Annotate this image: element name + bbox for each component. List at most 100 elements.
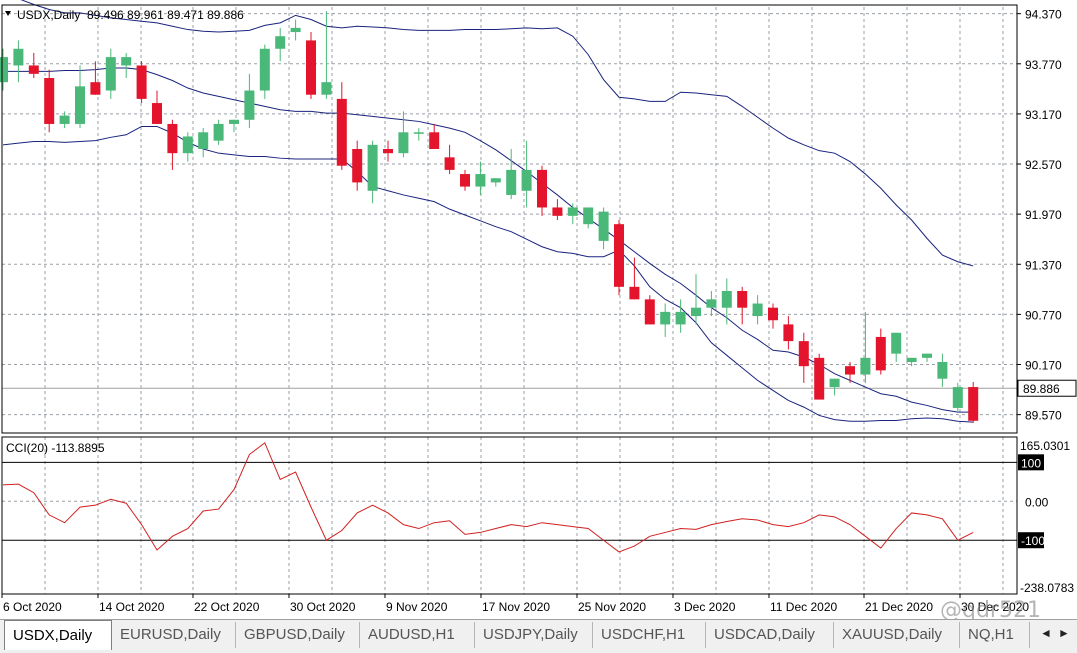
last-price-label: 89.886 bbox=[1023, 382, 1060, 396]
time-tick-label: 11 Dec 2020 bbox=[770, 600, 837, 614]
candle-body bbox=[398, 132, 409, 154]
candle bbox=[891, 332, 902, 362]
candle bbox=[383, 140, 393, 162]
price-tick-label: 94.370 bbox=[1025, 8, 1062, 22]
time-tick-label: 9 Nov 2020 bbox=[386, 600, 448, 614]
candle bbox=[229, 119, 239, 133]
time-tick-label: 25 Nov 2020 bbox=[578, 600, 646, 614]
candle-body bbox=[906, 357, 917, 362]
candle-body bbox=[737, 291, 748, 308]
ohlc-label: 89.496 89.961 89.471 89.886 bbox=[87, 8, 244, 22]
candle-body bbox=[244, 90, 255, 120]
tab-usdjpy-daily[interactable]: USDJPY,Daily bbox=[475, 622, 593, 648]
candle bbox=[90, 61, 101, 95]
candle-body bbox=[336, 98, 347, 166]
tab-nq-h1[interactable]: NQ,H1 bbox=[960, 622, 1030, 648]
candle-body bbox=[367, 144, 378, 191]
candle bbox=[105, 48, 116, 99]
time-tick-label: 30 Oct 2020 bbox=[290, 600, 356, 614]
candle-body bbox=[891, 332, 902, 354]
candle-body bbox=[922, 353, 932, 358]
bollinger-bands bbox=[2, 0, 974, 423]
candle-body bbox=[952, 387, 963, 408]
candle-body bbox=[352, 149, 363, 183]
price-tick-label: 93.170 bbox=[1025, 108, 1062, 122]
candle bbox=[675, 299, 686, 333]
tab-scroll-left-icon[interactable]: ◄ bbox=[1040, 626, 1052, 640]
candle-body bbox=[783, 324, 794, 342]
symbol-dropdown-icon[interactable] bbox=[5, 11, 11, 16]
candle bbox=[44, 69, 55, 133]
candle-body bbox=[567, 207, 578, 216]
tab-scroll-right-icon[interactable]: ► bbox=[1058, 626, 1070, 640]
candle-body bbox=[444, 157, 455, 170]
candle bbox=[152, 90, 162, 124]
tab-usdcad-daily[interactable]: USDCAD,Daily bbox=[706, 622, 834, 648]
candle bbox=[752, 295, 763, 325]
cci-tick-label: 165.0301 bbox=[1020, 439, 1070, 453]
cci-level-box bbox=[1018, 532, 1044, 549]
candle-body bbox=[614, 224, 624, 287]
tab-eurusd-daily[interactable]: EURUSD,Daily bbox=[112, 622, 236, 648]
candle bbox=[629, 257, 640, 300]
price-panel-border bbox=[1, 4, 1018, 434]
chart-svg: 94.370 93.770 93.170 92.570 91.970 91.370 90.7… bbox=[0, 0, 1077, 614]
bollinger-lower-line bbox=[2, 125, 974, 423]
tab-audusd-h1[interactable]: AUDUSD,H1 bbox=[360, 622, 475, 648]
cci-panel-border bbox=[1, 436, 1018, 595]
tab-xauusd-daily[interactable]: XAUUSD,Daily bbox=[834, 622, 960, 648]
candle bbox=[706, 291, 717, 317]
time-tick-label: 22 Oct 2020 bbox=[194, 600, 260, 614]
bollinger-upper-line bbox=[20, 0, 974, 267]
candle-body bbox=[290, 27, 301, 33]
candle bbox=[460, 169, 470, 191]
price-tick-label: 93.770 bbox=[1025, 58, 1062, 72]
last-price-box bbox=[1017, 379, 1077, 397]
candle bbox=[952, 382, 963, 413]
chart-tab-bar: ◄ ► USDX,Daily EURUSD,Daily GBPUSD,Daily AU… bbox=[0, 619, 1077, 653]
tab-gbpusd-daily[interactable]: GBPUSD,Daily bbox=[236, 622, 360, 648]
candle bbox=[336, 82, 347, 170]
candle bbox=[829, 378, 840, 396]
price-tick-label: 91.970 bbox=[1025, 208, 1062, 222]
candle bbox=[259, 44, 270, 99]
tab-usdx-daily[interactable]: USDX,Daily bbox=[4, 620, 112, 650]
candle-body bbox=[506, 169, 517, 195]
candle-body bbox=[490, 178, 501, 183]
candle bbox=[321, 11, 332, 99]
candle bbox=[521, 140, 532, 208]
candle-body bbox=[0, 57, 8, 83]
candle-body bbox=[721, 291, 732, 308]
candle-body bbox=[383, 149, 393, 154]
cci-grid bbox=[1, 437, 1017, 594]
candle bbox=[567, 203, 578, 225]
candle bbox=[429, 123, 440, 149]
candle-body bbox=[28, 65, 39, 74]
candle bbox=[290, 19, 301, 41]
tab-usdchf-h1[interactable]: USDCHF,H1 bbox=[593, 622, 706, 648]
candle bbox=[136, 61, 147, 104]
time-tick-label: 30 Dec 2020 bbox=[961, 600, 1029, 614]
candle-body bbox=[198, 132, 209, 149]
candle bbox=[875, 328, 886, 375]
candle-body bbox=[182, 136, 193, 154]
candle bbox=[506, 149, 517, 200]
candle-body bbox=[429, 132, 440, 149]
candle bbox=[968, 381, 979, 423]
candle-body bbox=[306, 40, 316, 95]
candle bbox=[660, 303, 671, 337]
cci-level-box bbox=[1018, 454, 1044, 471]
candle bbox=[598, 207, 609, 250]
cci-indicator-label: CCI(20) -113.8895 bbox=[6, 441, 105, 455]
candle bbox=[768, 303, 778, 329]
labels: 94.370 93.770 93.170 92.570 91.970 91.370 90.7… bbox=[3, 8, 1077, 614]
axes bbox=[1, 4, 1021, 598]
candle bbox=[352, 140, 363, 191]
candle bbox=[721, 278, 732, 325]
candle-body bbox=[167, 123, 178, 154]
candle bbox=[490, 178, 501, 187]
candle bbox=[59, 111, 70, 129]
candles bbox=[0, 11, 979, 423]
candle bbox=[444, 144, 455, 175]
